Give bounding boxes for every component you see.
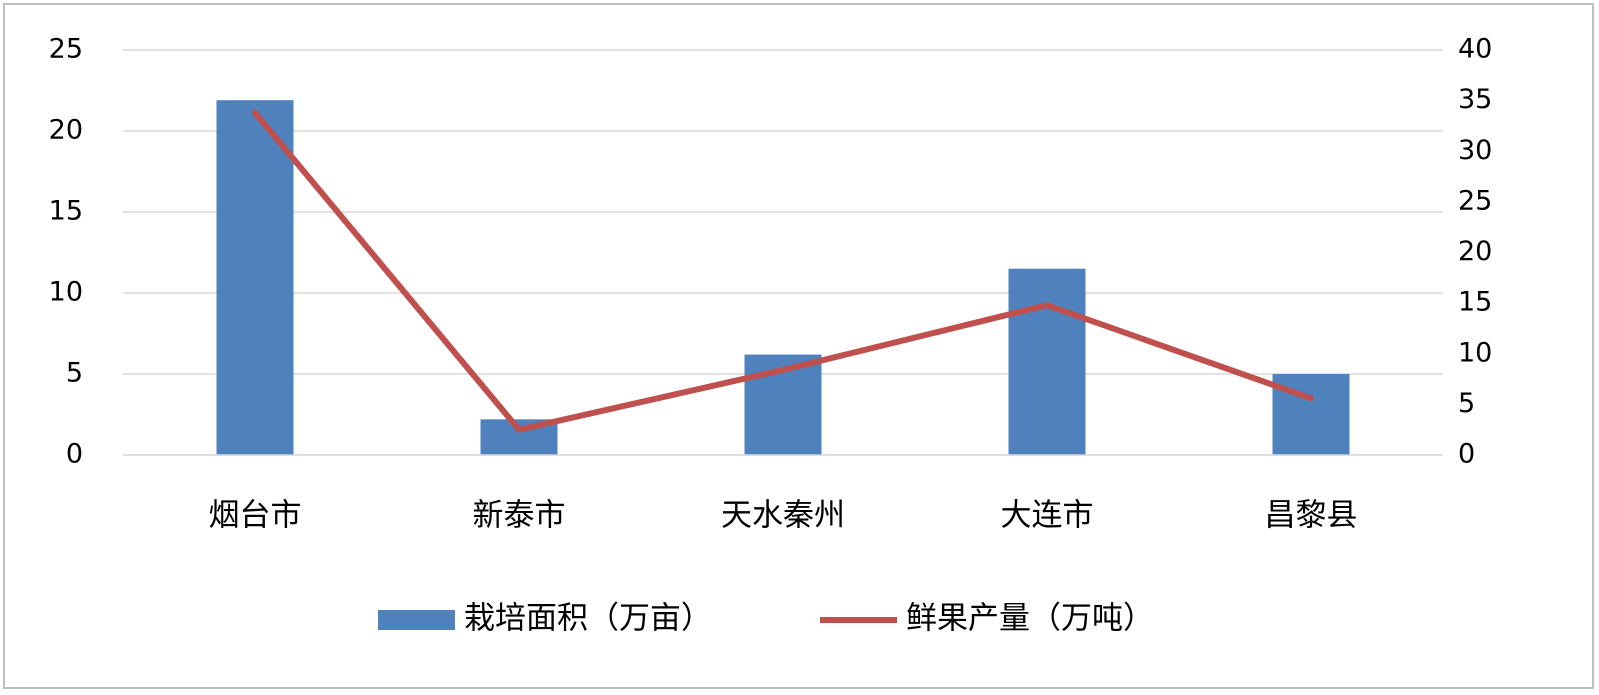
bar [1008,268,1086,455]
y2-tick-label: 0 [1458,439,1475,470]
legend-swatch [378,610,455,630]
line [252,109,1314,433]
y-tick-label: 15 [49,196,83,227]
y-tick-label: 10 [49,277,83,308]
y2-tick-label: 25 [1458,185,1492,216]
legend-label: 鲜果产量（万吨） [906,601,1154,637]
y-tick-label: 5 [66,358,83,389]
y2-tick-label: 35 [1458,84,1492,115]
y2-tick-label: 5 [1458,388,1475,419]
y2-tick-label: 20 [1458,236,1492,267]
y2-tick-label: 15 [1458,287,1492,318]
x-tick-label: 天水秦州 [721,498,845,534]
y-tick-label: 25 [49,34,83,65]
y2-tick-label: 30 [1458,135,1492,166]
x-tick-label: 烟台市 [209,498,302,534]
x-tick-label: 昌黎县 [1265,498,1358,534]
y2-tick-label: 10 [1458,337,1492,368]
y-tick-label: 0 [66,439,83,470]
legend-label: 栽培面积（万亩） [464,601,712,637]
bar [216,100,294,455]
y2-tick-label: 40 [1458,34,1492,65]
x-tick-label: 新泰市 [473,498,566,534]
y-tick-label: 20 [49,115,83,146]
x-tick-label: 大连市 [1001,498,1094,534]
